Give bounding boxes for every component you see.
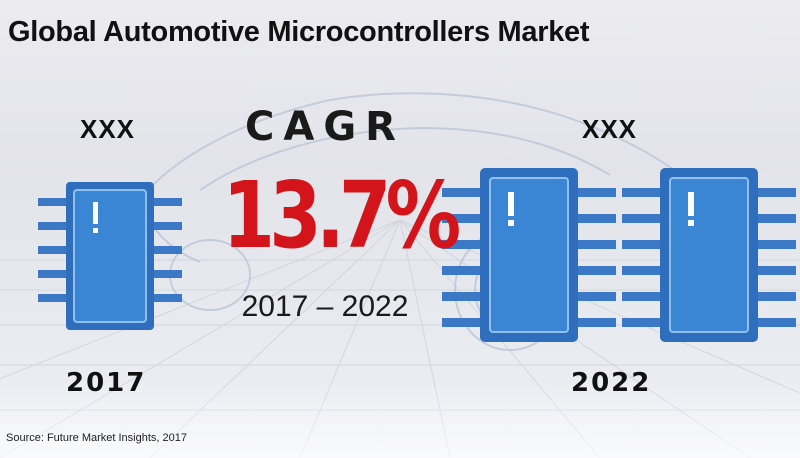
value-label-2022: XXX (582, 114, 638, 144)
year-2017-label: 2017 (66, 368, 147, 398)
microchip-icon (622, 168, 796, 342)
cagr-heading: CAGR (245, 104, 405, 150)
year-2022-label: 2022 (571, 368, 652, 398)
page-title: Global Automotive Microcontrollers Marke… (8, 16, 590, 48)
source-note: Source: Future Market Insights, 2017 (6, 432, 187, 444)
forecast-period: 2017 – 2022 (241, 290, 409, 323)
microchip-icon (38, 182, 182, 330)
cagr-rate: 13.7% (222, 162, 462, 269)
value-label-2017: XXX (80, 114, 136, 144)
microchip-icon (442, 168, 616, 342)
